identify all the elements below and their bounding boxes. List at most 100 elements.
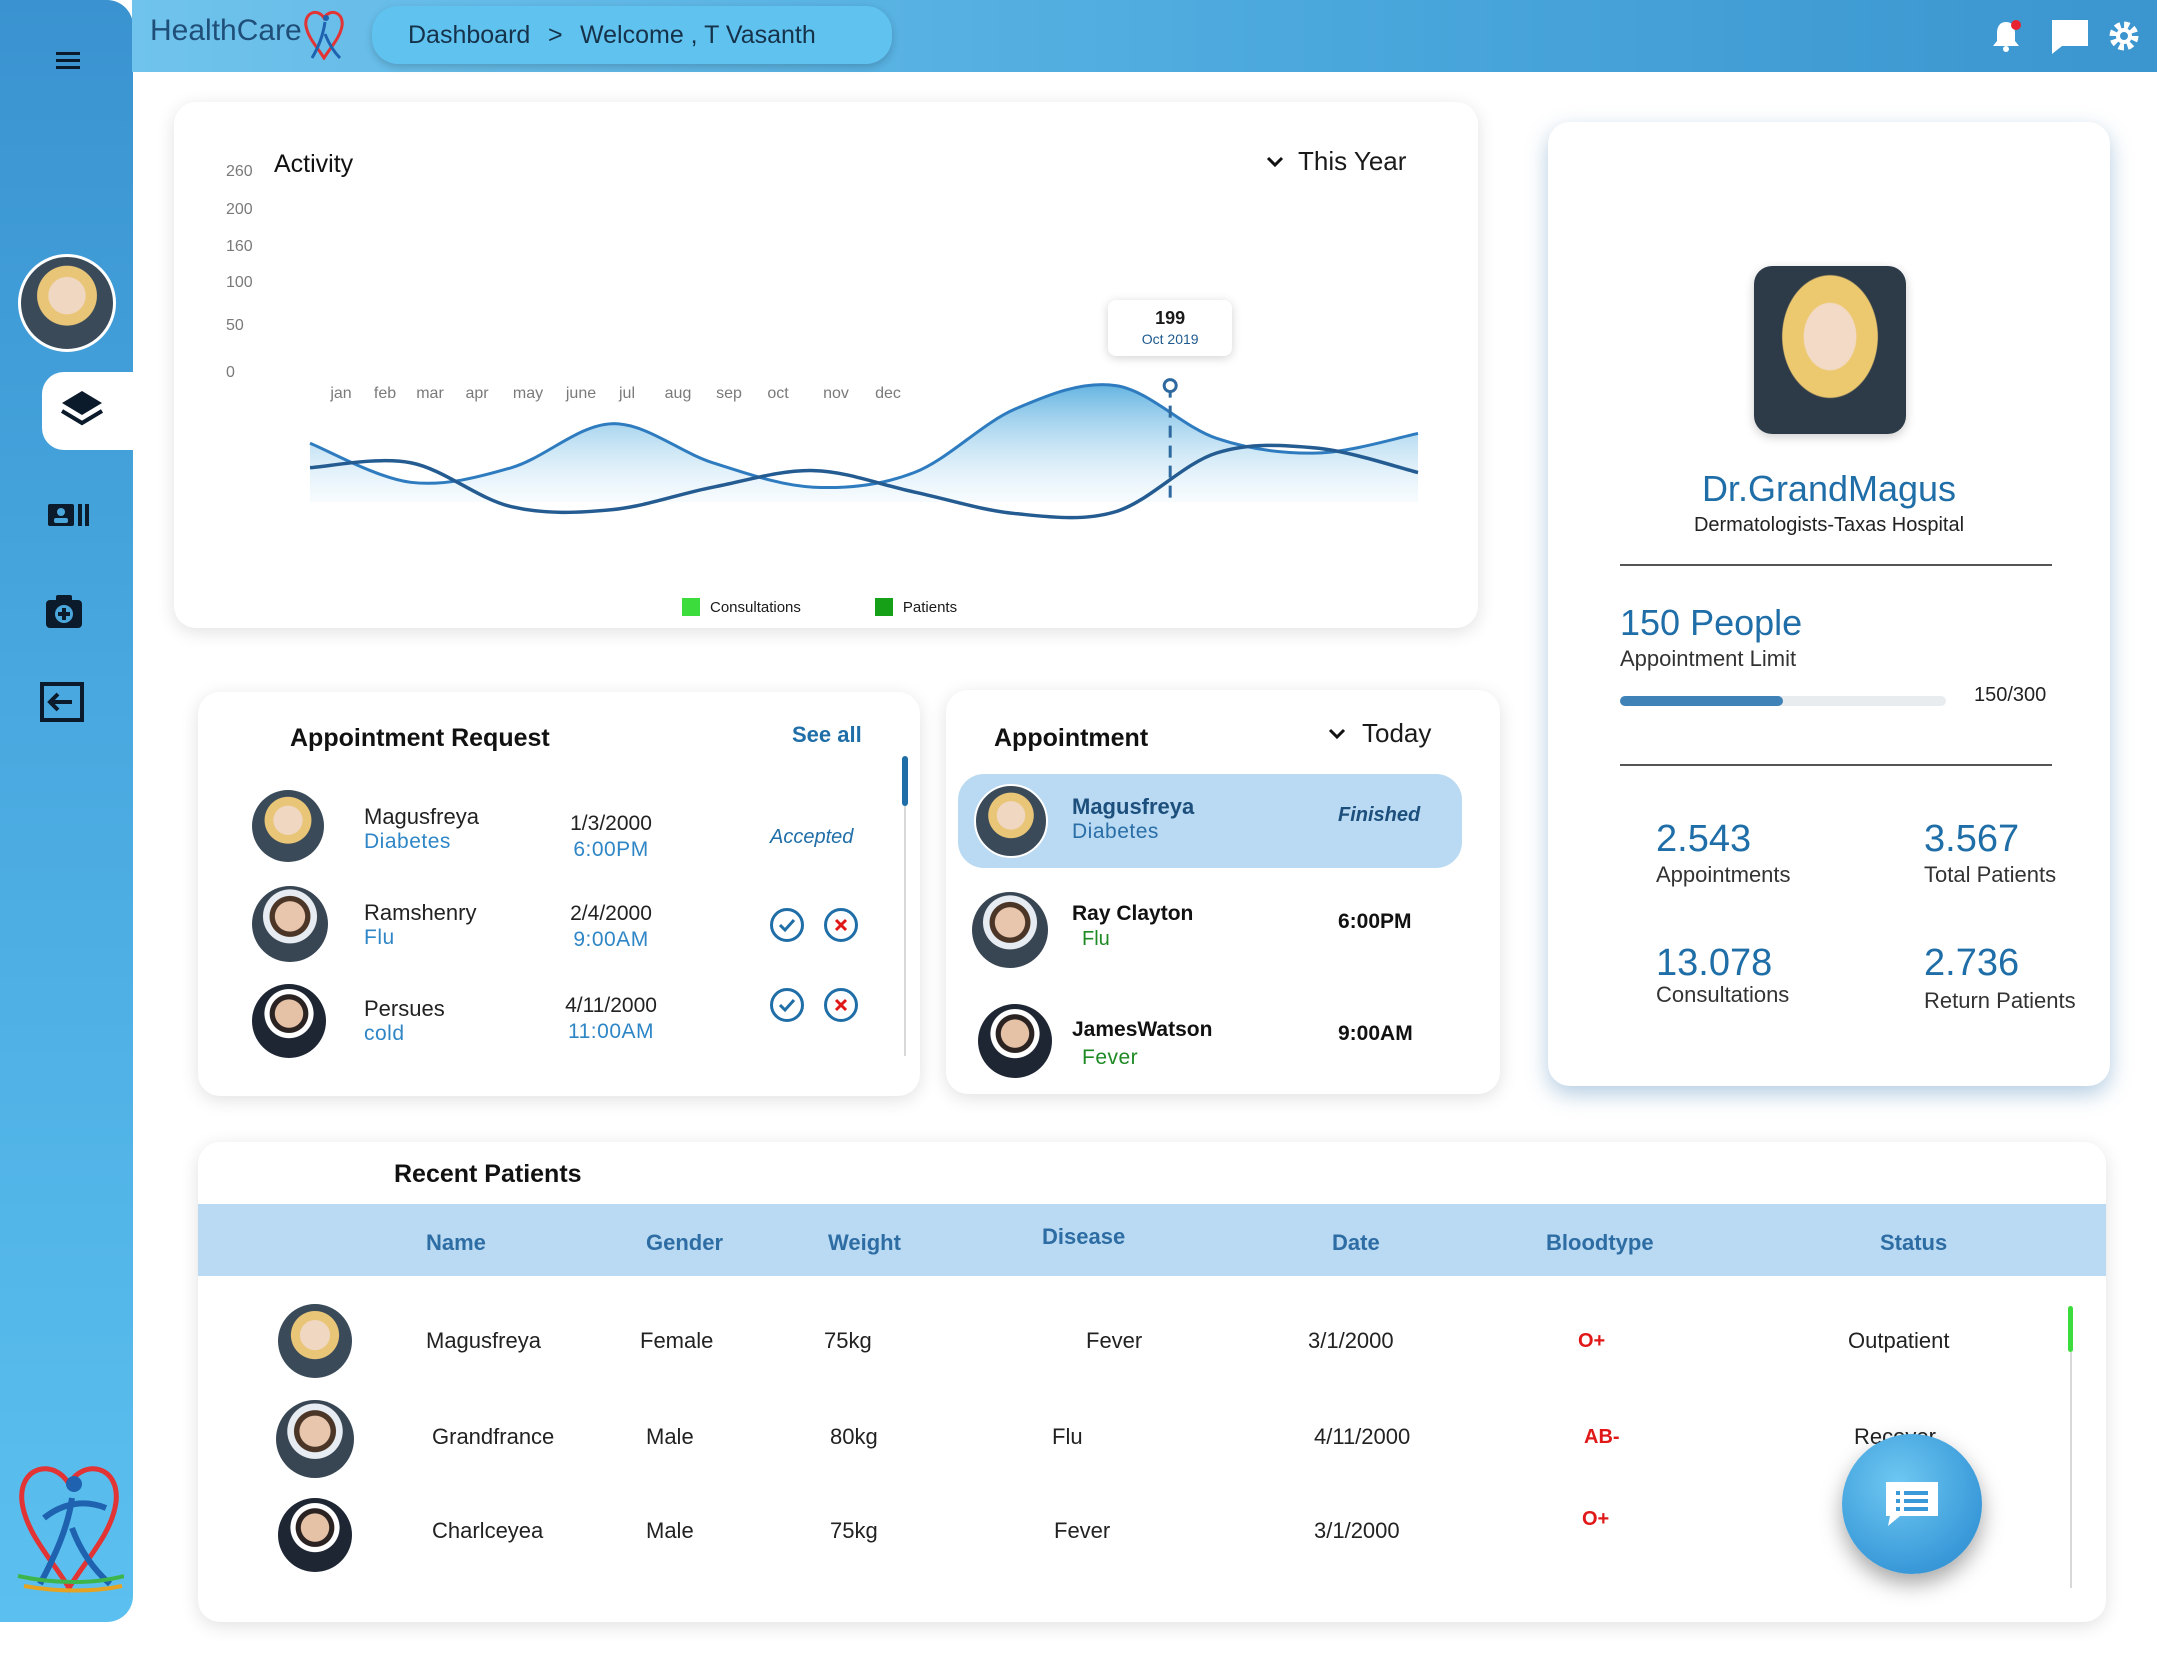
breadcrumb: Dashboard > Welcome , T Vasanth	[372, 6, 892, 64]
tooltip-label: Oct 2019	[1141, 330, 1199, 347]
sidebar-item-active[interactable]	[42, 372, 133, 450]
appointment-name: JamesWatson	[1072, 1018, 1213, 1041]
y-tick-label: 0	[226, 364, 235, 381]
table-scrollbar-track[interactable]	[2070, 1352, 2072, 1588]
notification-bell-icon[interactable]	[1986, 16, 2026, 56]
appointment-request-card: Appointment Request See all Magusfreya D…	[198, 692, 920, 1096]
reject-button[interactable]	[824, 908, 858, 942]
sidebar	[0, 0, 133, 1622]
patient-avatar	[278, 1304, 352, 1378]
doctor-role: Dermatologists-Taxas Hospital	[1693, 514, 1965, 536]
user-avatar[interactable]	[18, 254, 116, 352]
table-scrollbar-thumb[interactable]	[2068, 1306, 2073, 1352]
divider	[1620, 764, 2052, 766]
contact-card-icon[interactable]	[40, 488, 96, 544]
stat-appointments-label: Appointments	[1656, 862, 1791, 887]
stat-consultations-value: 13.078	[1656, 942, 1773, 984]
appointment-period-label: Today	[1362, 718, 1432, 748]
stat-return-patients-label: Return Patients	[1924, 988, 2076, 1013]
appointment-limit-label: Appointment Limit	[1620, 646, 1797, 671]
appointment-name: Ray Clayton	[1072, 902, 1194, 925]
stat-appointments-value: 2.543	[1656, 818, 1752, 860]
patient-avatar	[972, 892, 1048, 968]
x-tick-label: may	[513, 385, 543, 402]
settings-gear-icon[interactable]	[2104, 16, 2144, 56]
x-tick-label: mar	[416, 385, 444, 402]
patient-avatar	[978, 1004, 1052, 1078]
consultations-area	[310, 384, 1418, 502]
brand-heart-icon	[304, 10, 344, 60]
appointment-disease: Fever	[1082, 1046, 1139, 1069]
appointment-request-title: Appointment Request	[290, 724, 550, 752]
request-name: Ramshenry	[364, 900, 477, 925]
logout-icon[interactable]	[34, 674, 90, 730]
legend-label-consultations: Consultations	[710, 598, 801, 616]
x-tick-label: aug	[665, 385, 692, 402]
chat-fab-button[interactable]	[1842, 1434, 1982, 1574]
y-tick-label: 200	[226, 201, 253, 218]
table-cell-date: 4/11/2000	[1314, 1424, 1411, 1449]
column-bloodtype[interactable]: Bloodtype	[1546, 1230, 1654, 1255]
column-name[interactable]: Name	[426, 1230, 486, 1255]
brand-logo-icon	[17, 1466, 124, 1593]
request-disease: Flu	[364, 926, 395, 949]
x-tick-label: jul	[618, 385, 635, 402]
patient-avatar	[276, 1400, 354, 1478]
y-tick-label: 50	[226, 317, 244, 334]
request-time: 6:00PM	[573, 838, 649, 861]
menu-icon[interactable]	[40, 32, 96, 88]
appointment-title: Appointment	[994, 724, 1149, 752]
activity-period-select[interactable]: This Year	[1264, 146, 1406, 177]
table-cell-date: 3/1/2000	[1314, 1518, 1400, 1543]
close-icon	[834, 918, 848, 932]
medical-camera-icon[interactable]	[36, 584, 92, 640]
table-cell-disease: Flu	[1052, 1424, 1083, 1449]
table-cell-date: 3/1/2000	[1308, 1328, 1394, 1353]
check-icon	[778, 918, 796, 933]
breadcrumb-dashboard[interactable]: Dashboard	[408, 21, 531, 49]
appointment-time: 6:00PM	[1338, 910, 1412, 933]
request-time: 9:00AM	[573, 928, 649, 951]
column-status[interactable]: Status	[1880, 1230, 1948, 1255]
breadcrumb-current: Welcome , T Vasanth	[580, 21, 816, 49]
column-date[interactable]: Date	[1332, 1230, 1380, 1255]
table-cell-bloodtype: O+	[1582, 1508, 1610, 1530]
appointment-row-active[interactable]: Magusfreya Diabetes Finished	[958, 774, 1462, 868]
patient-avatar	[974, 784, 1048, 858]
y-tick-label: 160	[226, 238, 253, 255]
column-gender[interactable]: Gender	[646, 1230, 724, 1255]
chart-tooltip: 199 Oct 2019	[1108, 299, 1233, 356]
column-disease[interactable]: Disease	[1042, 1224, 1126, 1249]
appointment-period-select[interactable]: Today	[1326, 718, 1431, 749]
highlight-point[interactable]	[1162, 378, 1178, 394]
doctor-profile-card: Dr.GrandMagus Dermatologists-Taxas Hospi…	[1548, 122, 2110, 1086]
x-tick-label: oct	[767, 385, 789, 402]
legend: Consultations Patients	[682, 598, 957, 616]
legend-swatch-consultations	[682, 598, 700, 616]
appointment-limit-value: 150 People	[1620, 602, 1803, 643]
see-all-link[interactable]: See all	[792, 722, 862, 747]
accept-button[interactable]	[770, 908, 804, 942]
scrollbar-track[interactable]	[904, 806, 906, 1056]
activity-card: Activity This Year 260 200 160 100 50 0 jan fe…	[174, 102, 1478, 628]
activity-title: Activity	[274, 150, 354, 178]
x-tick-label: apr	[465, 385, 489, 402]
scrollbar-thumb[interactable]	[902, 756, 908, 806]
request-status: Accepted	[770, 826, 854, 848]
table-cell-name: Charlceyea	[432, 1518, 544, 1543]
check-icon	[778, 998, 796, 1013]
accept-button[interactable]	[770, 988, 804, 1022]
request-date: 4/11/2000	[565, 994, 657, 1017]
table-cell-name: Magusfreya	[426, 1328, 541, 1353]
table-cell-status: Outpatient	[1848, 1328, 1950, 1353]
recent-patients-title: Recent Patients	[394, 1160, 582, 1188]
appointment-limit-fill	[1620, 696, 1783, 706]
brand-name: HealthCare	[150, 14, 302, 47]
request-date: 1/3/2000	[570, 812, 652, 835]
chat-icon[interactable]	[2048, 16, 2092, 56]
appointment-limit-count: 150/300	[1974, 684, 2047, 706]
column-weight[interactable]: Weight	[828, 1230, 901, 1255]
request-disease: cold	[364, 1022, 405, 1045]
reject-button[interactable]	[824, 988, 858, 1022]
appointment-card: Appointment Today Magusfreya Diabetes Fi…	[946, 690, 1500, 1094]
